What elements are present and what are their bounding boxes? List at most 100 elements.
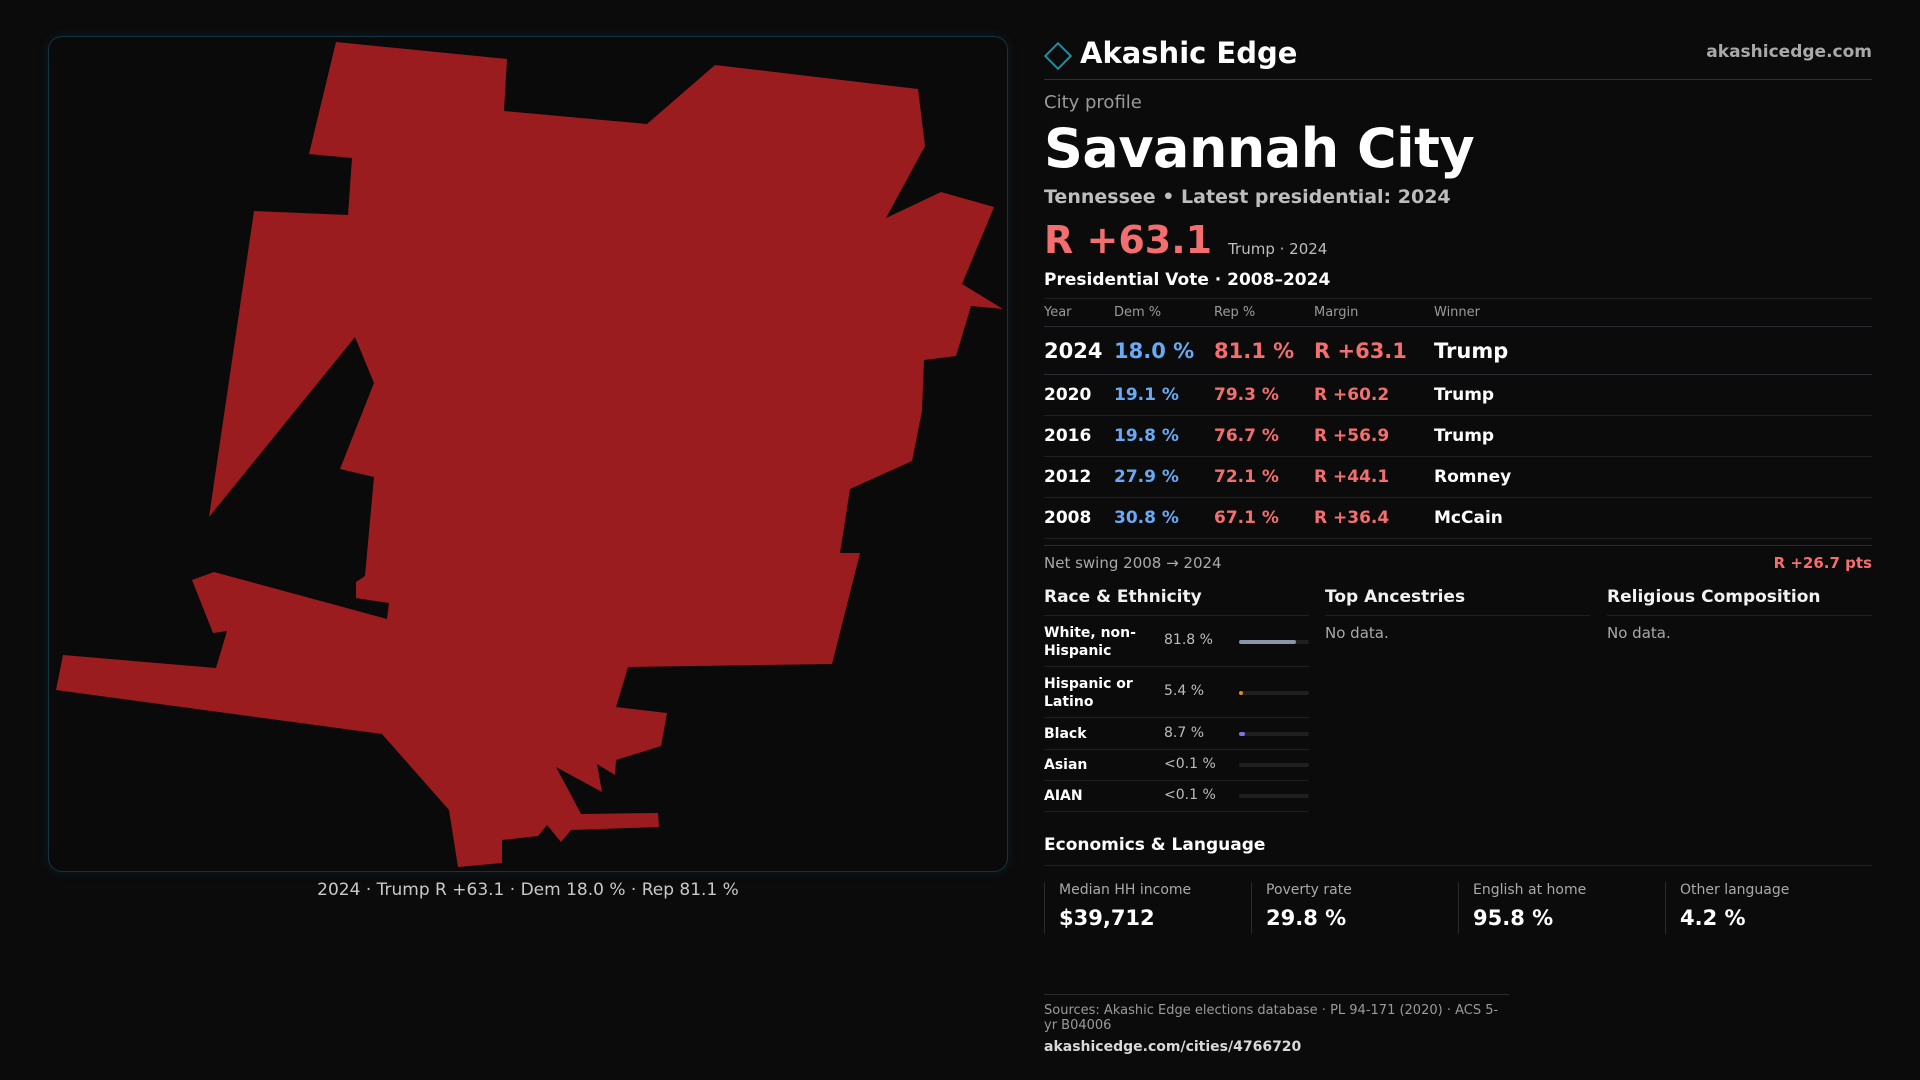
sources-note: Sources: Akashic Edge elections database… [1044, 1003, 1499, 1033]
econ-label: English at home [1473, 882, 1587, 898]
econ-label: Other language [1680, 882, 1790, 898]
race-bar-fill [1239, 732, 1246, 736]
race-pct: <0.1 % [1164, 787, 1216, 803]
race-bar-fill [1239, 691, 1244, 695]
cell-rep: 81.1 % [1214, 326, 1314, 375]
city-boundary-map [56, 42, 1003, 867]
cell-year: 2020 [1044, 374, 1114, 416]
race-label: Asian [1044, 757, 1088, 773]
cell-winner: Romney [1434, 456, 1872, 498]
econ-value: 4.2 % [1680, 906, 1746, 930]
page-footer: Sources: Akashic Edge elections database… [1044, 994, 1509, 1055]
table-row: 2012 27.9 % 72.1 % R +44.1 Romney [1044, 456, 1872, 498]
cell-rep: 72.1 % [1214, 456, 1314, 498]
economics-grid: Median HH income $39,712 Poverty rate 29… [1044, 882, 1872, 934]
col-header-margin: Margin [1314, 299, 1434, 327]
race-bar [1239, 732, 1309, 736]
cell-margin: R +60.2 [1314, 374, 1434, 416]
cell-dem: 18.0 % [1114, 326, 1214, 375]
econ-value: $39,712 [1059, 906, 1155, 930]
race-bar [1239, 794, 1309, 798]
race-bar [1239, 640, 1309, 644]
cell-year: 2012 [1044, 456, 1114, 498]
econ-other-language: Other language 4.2 % [1665, 882, 1872, 934]
cell-dem: 19.1 % [1114, 374, 1214, 416]
race-label: AIAN [1044, 788, 1083, 804]
brand-url-link[interactable]: akashicedge.com [1706, 42, 1872, 62]
race-pct: 81.8 % [1164, 632, 1213, 648]
vote-section-title: Presidential Vote · 2008–2024 [1044, 270, 1872, 299]
race-label: Black [1044, 726, 1087, 742]
race-bar [1239, 691, 1309, 695]
page-kicker: City profile [1044, 92, 1142, 113]
latest-margin-value: R +63.1 [1044, 218, 1213, 262]
cell-margin: R +44.1 [1314, 456, 1434, 498]
table-row: 2016 19.8 % 76.7 % R +56.9 Trump [1044, 415, 1872, 457]
cell-dem: 27.9 % [1114, 456, 1214, 498]
brand-header: Akashic Edge akashicedge.com [1043, 36, 1872, 80]
table-row: 2024 18.0 % 81.1 % R +63.1 Trump [1044, 326, 1872, 375]
race-ethnicity-block: Race & Ethnicity White, non-Hispanic 81.… [1044, 587, 1309, 812]
race-row-aian: AIAN <0.1 % [1044, 781, 1309, 812]
map-panel [48, 36, 1008, 872]
headline-margin: R +63.1 Trump · 2024 [1044, 218, 1872, 262]
cell-winner: McCain [1434, 497, 1872, 539]
page-title: Savannah City [1044, 117, 1475, 180]
demographics-section: Race & Ethnicity White, non-Hispanic 81.… [1044, 587, 1872, 827]
race-row-asian: Asian <0.1 % [1044, 750, 1309, 781]
latest-margin-note: Trump · 2024 [1228, 240, 1328, 258]
race-row-hispanic: Hispanic or Latino 5.4 % [1044, 667, 1309, 718]
race-section-title: Race & Ethnicity [1044, 587, 1309, 616]
cell-rep: 79.3 % [1214, 374, 1314, 416]
ancestries-title: Top Ancestries [1325, 587, 1590, 616]
cell-margin: R +36.4 [1314, 497, 1434, 539]
map-caption: 2024 · Trump R +63.1 · Dem 18.0 % · Rep … [317, 880, 739, 900]
cell-margin: R +63.1 [1314, 326, 1434, 375]
religion-block: Religious Composition No data. [1607, 587, 1872, 642]
net-swing-value: R +26.7 pts [1773, 554, 1872, 572]
cell-rep: 76.7 % [1214, 415, 1314, 457]
cell-rep: 67.1 % [1214, 497, 1314, 539]
cell-margin: R +56.9 [1314, 415, 1434, 457]
econ-english-home: English at home 95.8 % [1458, 882, 1665, 934]
cell-winner: Trump [1434, 326, 1872, 375]
table-row: 2008 30.8 % 67.1 % R +36.4 McCain [1044, 497, 1872, 539]
net-swing-label: Net swing 2008 → 2024 [1044, 554, 1222, 572]
religion-empty: No data. [1607, 624, 1671, 642]
vote-table-header: Year Dem % Rep % Margin Winner [1044, 299, 1872, 327]
race-pct: 5.4 % [1164, 683, 1205, 699]
race-bar-fill [1239, 640, 1297, 644]
net-swing: Net swing 2008 → 2024 R +26.7 pts [1044, 545, 1872, 573]
race-label: Hispanic or Latino [1044, 676, 1133, 710]
econ-label: Median HH income [1059, 882, 1192, 898]
ancestries-block: Top Ancestries No data. [1325, 587, 1590, 642]
cell-dem: 19.8 % [1114, 415, 1214, 457]
city-permalink[interactable]: akashicedge.com/cities/4766720 [1044, 1039, 1302, 1055]
econ-median-income: Median HH income $39,712 [1044, 882, 1251, 934]
brand-logo-icon [1043, 41, 1073, 71]
col-header-year: Year [1044, 299, 1114, 327]
race-bar [1239, 763, 1309, 767]
economics-title: Economics & Language [1044, 835, 1872, 866]
race-pct: 8.7 % [1164, 725, 1205, 741]
cell-year: 2008 [1044, 497, 1114, 539]
cell-winner: Trump [1434, 374, 1872, 416]
econ-label: Poverty rate [1266, 882, 1352, 898]
brand-name: Akashic Edge [1080, 36, 1298, 70]
econ-value: 29.8 % [1266, 906, 1347, 930]
table-row: 2020 19.1 % 79.3 % R +60.2 Trump [1044, 374, 1872, 416]
city-boundary-shape[interactable] [56, 42, 1003, 867]
col-header-dem: Dem % [1114, 299, 1214, 327]
race-pct: <0.1 % [1164, 756, 1216, 772]
col-header-rep: Rep % [1214, 299, 1314, 327]
vote-table: Year Dem % Rep % Margin Winner 2024 18.0… [1044, 299, 1872, 539]
econ-value: 95.8 % [1473, 906, 1554, 930]
race-label: White, non-Hispanic [1044, 625, 1136, 659]
cell-year: 2016 [1044, 415, 1114, 457]
econ-poverty-rate: Poverty rate 29.8 % [1251, 882, 1458, 934]
cell-winner: Trump [1434, 415, 1872, 457]
ancestries-empty: No data. [1325, 624, 1389, 642]
city-subline: Tennessee • Latest presidential: 2024 [1044, 186, 1451, 208]
race-row-white: White, non-Hispanic 81.8 % [1044, 616, 1309, 667]
religion-title: Religious Composition [1607, 587, 1872, 616]
